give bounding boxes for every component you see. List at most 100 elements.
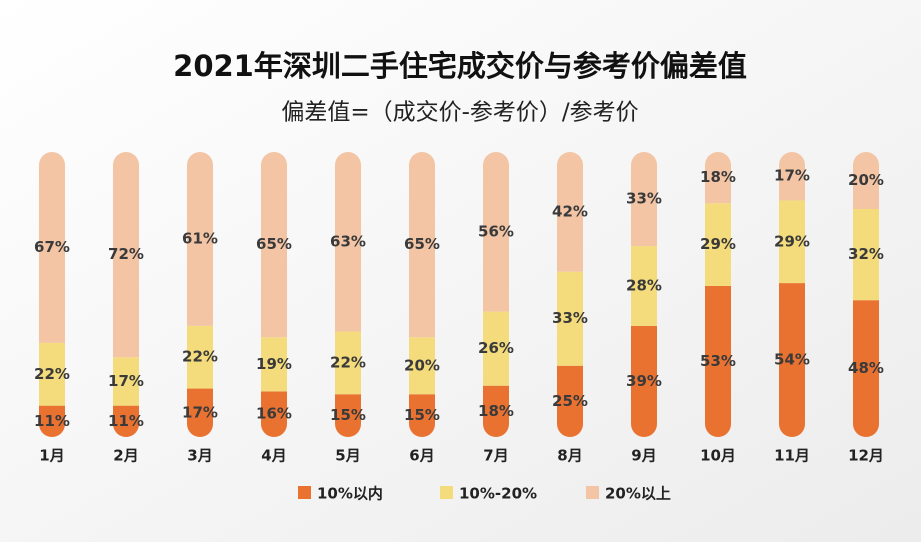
x-tick-label: 6月 [409, 447, 434, 465]
bar-segment [113, 405, 139, 437]
bar-segment [631, 152, 657, 247]
bar-segment [853, 300, 879, 437]
data-label: 16% [256, 405, 292, 423]
bar-segment [779, 200, 805, 284]
bar-segment [39, 405, 65, 437]
bar-segment [261, 152, 287, 338]
data-label: 17% [108, 372, 144, 390]
bar-segment [779, 283, 805, 437]
data-label: 32% [848, 245, 884, 263]
data-label: 18% [478, 402, 514, 420]
bar-group [853, 152, 879, 437]
bar-group [39, 152, 65, 437]
bar-group [261, 152, 287, 437]
x-tick-label: 11月 [774, 447, 810, 465]
bar-group [335, 152, 361, 437]
bar-segment [113, 357, 139, 406]
bar-segment [409, 152, 435, 338]
data-label: 22% [182, 348, 218, 366]
data-label: 72% [108, 245, 144, 263]
x-tick-label: 8月 [557, 447, 582, 465]
bar-segment [483, 311, 509, 386]
data-label: 53% [700, 352, 736, 370]
bar-segment [705, 152, 731, 204]
data-label: 42% [552, 202, 588, 220]
bar-segment [631, 325, 657, 437]
legend-swatch [298, 486, 311, 499]
data-label: 39% [626, 372, 662, 390]
data-label: 33% [552, 309, 588, 327]
data-label: 19% [256, 355, 292, 373]
bar-segment [705, 203, 731, 286]
bar-segment [557, 365, 583, 437]
bar-group [779, 152, 805, 437]
data-label: 63% [330, 232, 366, 250]
bar-segment [113, 152, 139, 358]
x-tick-label: 5月 [335, 447, 360, 465]
bar-segment [335, 331, 361, 395]
bar-group [557, 152, 583, 437]
bar-segment [39, 152, 65, 343]
bar-segment [779, 152, 805, 201]
bar-group [705, 152, 731, 437]
data-label: 67% [34, 238, 70, 256]
chart-title: 2021年深圳二手住宅成交价与参考价偏差值 [173, 49, 747, 83]
bar-segment [557, 271, 583, 366]
legend-label: 20%以上 [605, 485, 671, 503]
x-tick-label: 10月 [700, 447, 736, 465]
legend-label: 10%以内 [317, 485, 383, 503]
bar-segment [705, 285, 731, 437]
data-label: 11% [108, 412, 144, 430]
x-tick-label: 4月 [261, 447, 286, 465]
data-label: 29% [774, 232, 810, 250]
bar-segment [853, 209, 879, 301]
data-label: 20% [848, 171, 884, 189]
chart-subtitle: 偏差值=（成交价-参考价）/参考价 [281, 100, 638, 126]
bar-group [409, 152, 435, 437]
data-label: 25% [552, 392, 588, 410]
data-label: 17% [182, 403, 218, 421]
bar-group [631, 152, 657, 437]
data-label: 48% [848, 359, 884, 377]
data-label: 22% [34, 365, 70, 383]
bar-segment [261, 391, 287, 437]
bar-group [483, 152, 509, 437]
bar-segment [409, 394, 435, 437]
bar-segment [631, 246, 657, 326]
bar-group [187, 152, 213, 437]
data-label: 56% [478, 222, 514, 240]
bar-segment [409, 337, 435, 395]
bar-segment [187, 325, 213, 389]
x-tick-label: 7月 [483, 447, 508, 465]
data-label: 17% [774, 167, 810, 185]
data-label: 28% [626, 276, 662, 294]
bar-segment [187, 388, 213, 437]
data-label: 65% [404, 235, 440, 253]
x-tick-label: 2月 [113, 447, 138, 465]
data-label: 11% [34, 412, 70, 430]
bar-segment [853, 152, 879, 209]
data-label: 20% [404, 356, 440, 374]
x-tick-label: 1月 [39, 447, 64, 465]
x-tick-label: 12月 [848, 447, 884, 465]
data-label: 61% [182, 229, 218, 247]
data-label: 33% [626, 190, 662, 208]
bar-segment [483, 385, 509, 437]
legend-swatch [586, 486, 599, 499]
bar-segment [261, 337, 287, 392]
data-label: 26% [478, 339, 514, 357]
bar-segment [335, 152, 361, 332]
bar-segment [39, 342, 65, 406]
data-label: 15% [330, 406, 366, 424]
x-tick-label: 9月 [631, 447, 656, 465]
data-label: 54% [774, 351, 810, 369]
bar-segment [335, 394, 361, 437]
data-label: 29% [700, 235, 736, 253]
bar-segment [187, 152, 213, 326]
data-label: 22% [330, 353, 366, 371]
bar-segment [557, 152, 583, 272]
legend-label: 10%-20% [459, 485, 537, 503]
x-tick-label: 3月 [187, 447, 212, 465]
